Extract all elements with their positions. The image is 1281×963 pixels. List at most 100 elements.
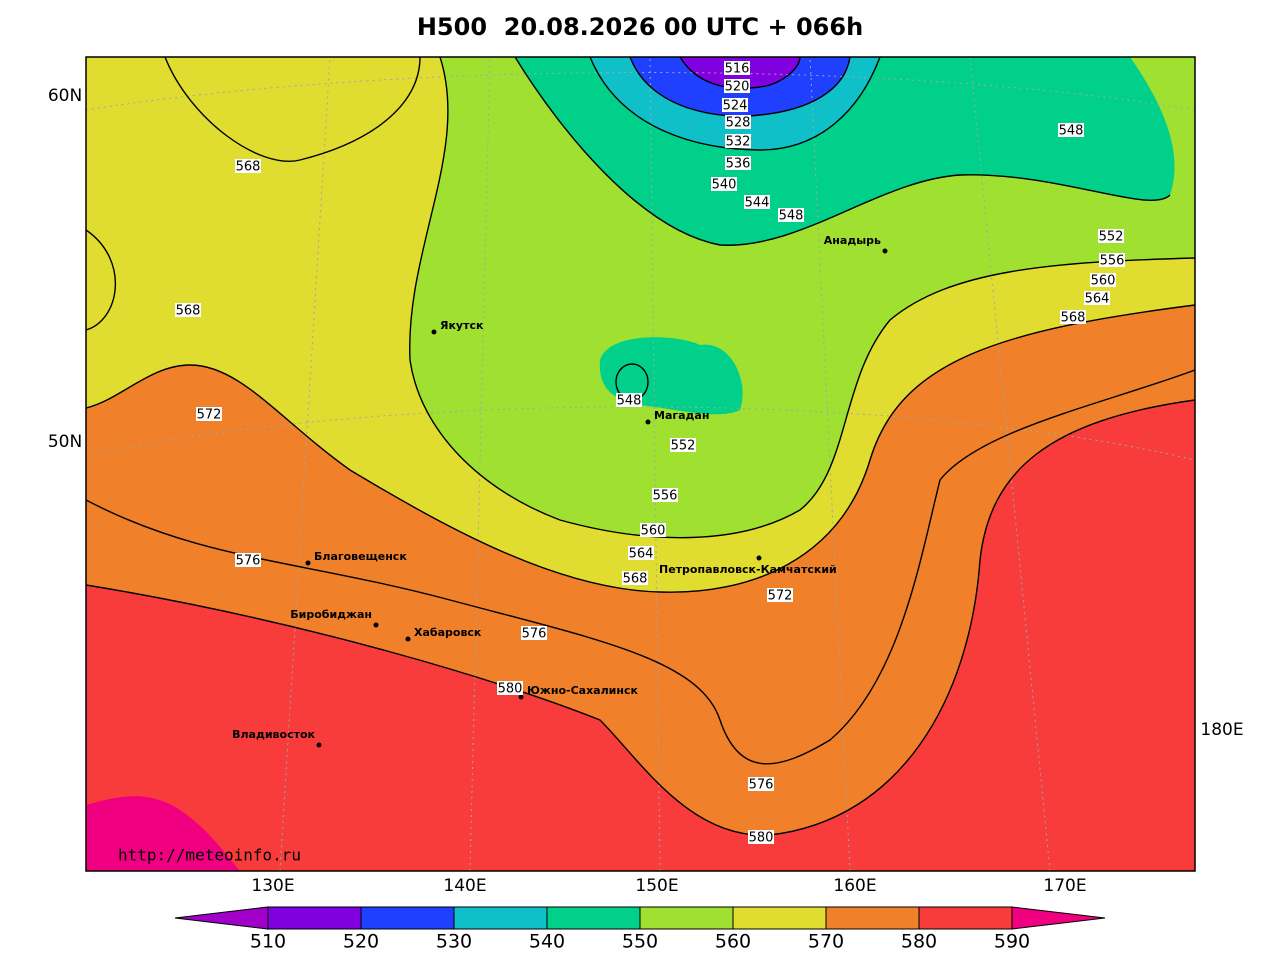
- contour-label-bg: [724, 79, 750, 93]
- city-label: Анадырь: [824, 234, 881, 247]
- city-dot: [645, 419, 651, 425]
- city-label: Владивосток: [232, 728, 315, 741]
- contour-label-bg: [235, 159, 261, 173]
- contour-label-bg: [744, 195, 770, 209]
- contour-label-bg: [175, 303, 201, 317]
- contour-label: 556: [653, 489, 678, 504]
- city-dot: [405, 636, 411, 642]
- colorbar-tick-label: 550: [622, 931, 658, 953]
- contour-label: 552: [1099, 230, 1124, 245]
- contour-label: 568: [236, 160, 261, 175]
- contour-label: 568: [1061, 311, 1086, 326]
- contour-label: 564: [1085, 292, 1110, 307]
- colorbar-tick-label: 560: [715, 931, 751, 953]
- colorbar-tick-label: 530: [436, 931, 472, 953]
- contour-label: 516: [725, 62, 750, 77]
- contour-line: [409, 57, 1195, 539]
- title: H500 20.08.2026 00 UTC + 066h: [417, 13, 863, 41]
- contour-label: 548: [1059, 124, 1084, 139]
- lon-label: 160E: [833, 876, 876, 896]
- contour-label-bg: [1058, 123, 1084, 137]
- contour-label: 540: [712, 178, 737, 193]
- field: [86, 57, 1195, 871]
- colorbar-bin: [360, 906, 455, 930]
- contour-label: 568: [623, 572, 648, 587]
- contour-label: 528: [726, 116, 751, 131]
- contour-label-bg: [616, 393, 642, 407]
- contour-label-bg: [1084, 291, 1110, 305]
- contour-label: 520: [725, 80, 750, 95]
- contour-label-bg: [652, 488, 678, 502]
- colorbar-bin: [453, 906, 548, 930]
- contour-label-bg: [711, 177, 737, 191]
- contour-label: 576: [522, 627, 547, 642]
- contour-label: 560: [1091, 274, 1116, 289]
- city-dot: [518, 694, 524, 700]
- contour-label-bg: [640, 523, 666, 537]
- lat-label: 50N: [48, 432, 82, 452]
- colorbar-high: [1011, 906, 1106, 930]
- city-label: Магадан: [654, 409, 709, 422]
- contour-label: 580: [498, 682, 523, 697]
- contour-label-bg: [1090, 273, 1116, 287]
- colorbar-bin: [732, 906, 827, 930]
- contour-label: 544: [745, 196, 770, 211]
- contour-label-bg: [622, 571, 648, 585]
- contour-line: [86, 57, 421, 331]
- contour-label: 548: [779, 209, 804, 224]
- contour-label: 524: [723, 99, 748, 114]
- colorbar-bin: [546, 906, 641, 930]
- city-label: Благовещенск: [314, 550, 407, 563]
- lon-label: 170E: [1043, 876, 1086, 896]
- colorbar-tick-label: 520: [343, 931, 379, 953]
- colorbar-bin: [825, 906, 920, 930]
- contour-line: [589, 57, 881, 151]
- city-label: Биробиджан: [290, 608, 372, 621]
- city-dot: [373, 622, 379, 628]
- contour-line: [86, 369, 1195, 765]
- contour-label: 576: [236, 554, 261, 569]
- contour-label-bg: [748, 830, 774, 844]
- lon-label: 180E: [1200, 720, 1243, 740]
- contour-label-bg: [521, 626, 547, 640]
- contour-line: [86, 304, 1195, 593]
- colorbar-tick-label: 590: [994, 931, 1030, 953]
- lon-label: 150E: [635, 876, 678, 896]
- contour-label-bg: [725, 115, 751, 129]
- contour-label: 576: [749, 778, 774, 793]
- contour-label-bg: [628, 546, 654, 560]
- colorbar-low: [174, 906, 269, 930]
- contour-label-bg: [724, 61, 750, 75]
- colorbar-tick-label: 580: [901, 931, 937, 953]
- contour-label-bg: [725, 134, 751, 148]
- contour-label-bg: [767, 588, 793, 602]
- colorbar-tick-label: 510: [250, 931, 286, 953]
- contour-label: 572: [197, 408, 222, 423]
- contour-label: 572: [768, 589, 793, 604]
- city-dot: [431, 329, 437, 335]
- contour-label-bg: [748, 777, 774, 791]
- city-label: Южно-Сахалинск: [527, 684, 638, 697]
- colorbar-bin: [639, 906, 734, 930]
- colorbar-tick-label: 540: [529, 931, 565, 953]
- contour-line: [514, 57, 1171, 246]
- contour-label: 532: [726, 135, 751, 150]
- contour-label-bg: [722, 98, 748, 112]
- contour-label-bg: [778, 208, 804, 222]
- contour-label: 568: [176, 304, 201, 319]
- colorbar-tick-label: 570: [808, 931, 844, 953]
- contour-label: 536: [726, 157, 751, 172]
- colorbar-bin: [267, 906, 362, 930]
- source-url: http://meteoinfo.ru: [118, 846, 301, 865]
- contour-label-bg: [1099, 253, 1125, 267]
- contour-label-bg: [497, 681, 523, 695]
- lon-label: 130E: [251, 876, 294, 896]
- contour-label: 552: [671, 439, 696, 454]
- contour-label: 564: [629, 547, 654, 562]
- city-dot: [305, 560, 311, 566]
- contour-label-bg: [196, 407, 222, 421]
- city-label: Якутск: [440, 319, 484, 332]
- city-label: Хабаровск: [414, 626, 482, 639]
- colorbar-bin: [918, 906, 1013, 930]
- city-dot: [756, 555, 762, 561]
